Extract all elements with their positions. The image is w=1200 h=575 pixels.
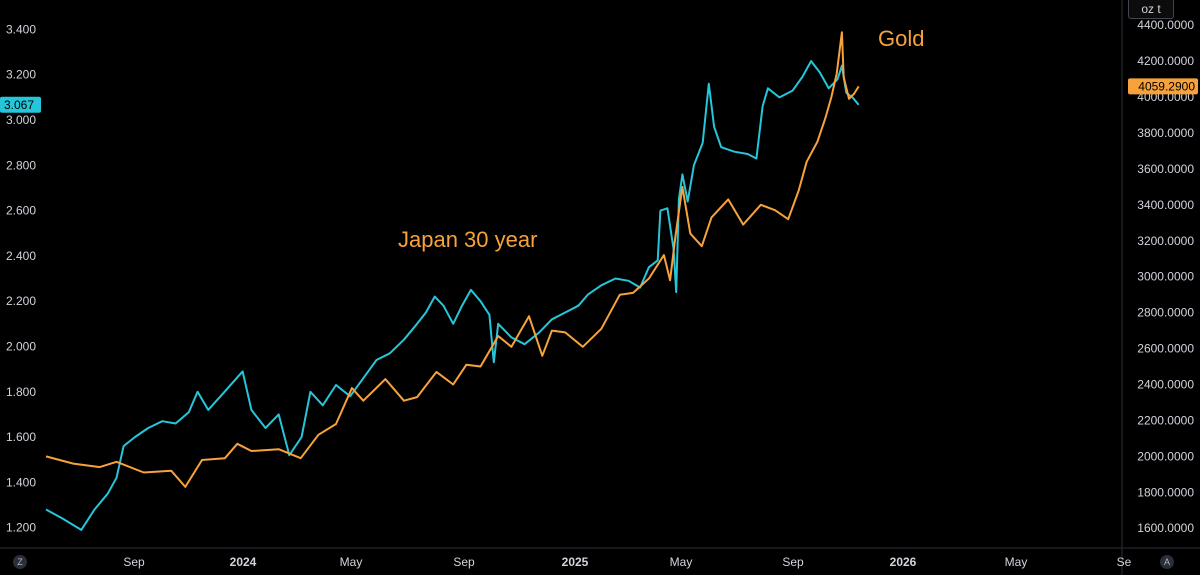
right-tick-label: 3800.0000	[1137, 126, 1194, 140]
gold-series-line	[45, 31, 860, 488]
unit-label: oz t	[1141, 2, 1161, 16]
right-tick-label: 2200.0000	[1137, 413, 1194, 427]
left-tick-label: 2.800	[6, 158, 36, 172]
right-tick-label: 2000.0000	[1137, 449, 1194, 463]
left-tick-label: 1.200	[6, 521, 36, 535]
right-axis[interactable]: 1600.0000 1800.0000 2000.0000 2200.0000 2400…	[1137, 18, 1194, 535]
right-tick-label: 1600.0000	[1137, 521, 1194, 535]
left-tick-label: 1.800	[6, 385, 36, 399]
right-tick-label: 3600.0000	[1137, 162, 1194, 176]
right-tick-label: 3400.0000	[1137, 198, 1194, 212]
left-tick-label: 2.600	[6, 204, 36, 218]
auto-scale-button[interactable]: A	[1160, 555, 1174, 569]
right-tick-label: 2600.0000	[1137, 342, 1194, 356]
left-tick-label: 3.400	[6, 22, 36, 36]
right-tick-label: 2400.0000	[1137, 378, 1194, 392]
left-tick-label: 2.000	[6, 340, 36, 354]
time-tick-label: Sep	[123, 555, 145, 569]
time-tick-label: 2025	[562, 555, 589, 569]
right-tick-label: 4400.0000	[1137, 18, 1194, 32]
right-tick-label: 3200.0000	[1137, 234, 1194, 248]
left-tick-label: 1.600	[6, 430, 36, 444]
last-value-badges: 3.067 4059.2900	[0, 78, 1198, 113]
left-axis[interactable]: 1.200 1.400 1.600 1.800 2.000 2.200 2.400 2.600…	[6, 22, 36, 534]
left-tick-label: 2.200	[6, 294, 36, 308]
gold-last-value: 4059.2900	[1138, 79, 1195, 93]
time-tick-label: 2024	[230, 555, 257, 569]
japan-30-year-series-line	[45, 60, 860, 531]
plot-area[interactable]	[45, 31, 860, 531]
time-tick-label: May	[670, 555, 693, 569]
annotation-label: Gold	[878, 26, 924, 51]
left-tick-label: 3.000	[6, 113, 36, 127]
left-tick-label: 1.400	[6, 475, 36, 489]
timezone-button-label: Z	[17, 557, 23, 567]
left-tick-label: 3.200	[6, 68, 36, 82]
right-tick-label: 3000.0000	[1137, 270, 1194, 284]
timezone-button[interactable]: Z	[13, 555, 27, 569]
chart-annotations: Gold Japan 30 year	[398, 26, 924, 252]
time-axis[interactable]: Sep 2024 May Sep 2025 May Sep 2026 May Se	[123, 555, 1131, 569]
right-tick-label: 1800.0000	[1137, 485, 1194, 499]
time-tick-label: 2026	[890, 555, 917, 569]
japan-30-year-last-value: 3.067	[4, 98, 34, 112]
time-tick-label: May	[340, 555, 363, 569]
gold-last-value-badge	[1128, 78, 1198, 95]
right-tick-label: 2800.0000	[1137, 306, 1194, 320]
japan-30-year-last-value-badge	[0, 96, 41, 113]
left-tick-label: 2.400	[6, 249, 36, 263]
annotation-label: Japan 30 year	[398, 227, 537, 252]
time-tick-label: Sep	[453, 555, 475, 569]
auto-scale-button-label: A	[1163, 557, 1170, 567]
time-tick-label: Se	[1117, 555, 1132, 569]
time-tick-label: May	[1005, 555, 1028, 569]
unit-selector[interactable]: oz t	[1128, 0, 1174, 19]
right-tick-label: 4200.0000	[1137, 54, 1194, 68]
time-tick-label: Sep	[782, 555, 804, 569]
